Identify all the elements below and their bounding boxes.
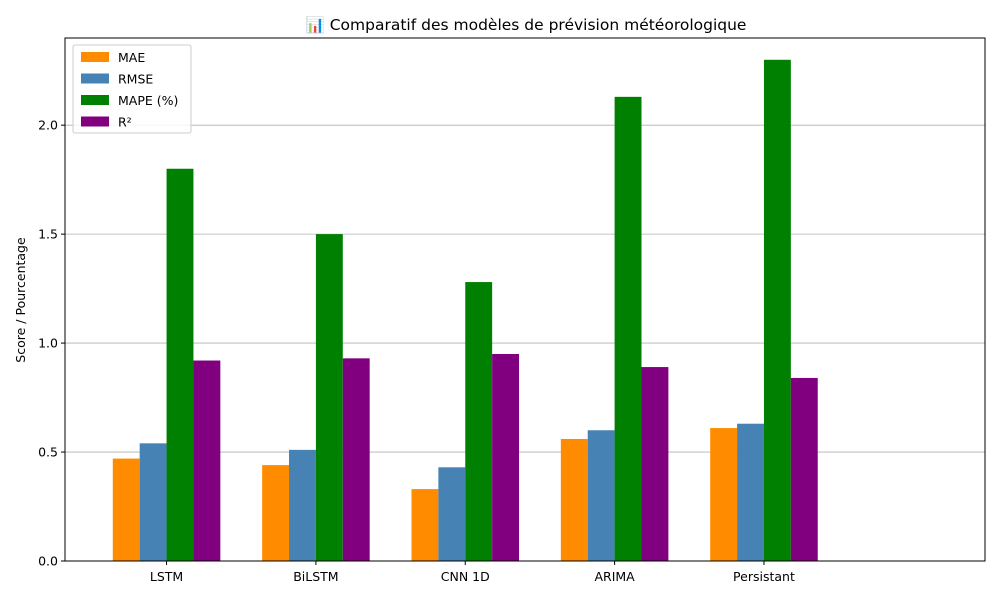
bar-mape-arima — [614, 96, 642, 562]
bar-mape-cnn-1d — [465, 282, 493, 561]
x-tick-label: Persistant — [733, 569, 795, 584]
y-tick-label: 0.5 — [38, 445, 58, 460]
bar-mae-lstm — [112, 458, 140, 561]
bar-r-cnn-1d — [492, 353, 520, 561]
legend-swatch — [81, 116, 109, 127]
bar-rmse-arima — [587, 430, 615, 561]
y-axis-label: Score / Pourcentage — [13, 237, 28, 363]
bar-mape-bilstm — [315, 234, 343, 561]
legend-label: R² — [118, 115, 132, 130]
x-axis-ticks: LSTM BiLSTM CNN 1D ARIMA Persistant — [150, 561, 795, 584]
bars — [112, 59, 818, 562]
legend-swatch — [81, 73, 109, 84]
x-tick-label: ARIMA — [594, 569, 635, 584]
bar-rmse-lstm — [139, 443, 167, 561]
x-tick-label: LSTM — [150, 569, 183, 584]
x-tick-label: CNN 1D — [441, 569, 490, 584]
bar-rmse-bilstm — [289, 449, 316, 561]
y-tick-label: 1.5 — [38, 227, 58, 242]
legend-frame — [72, 44, 192, 134]
bar-rmse-persistant — [737, 423, 764, 561]
bar-mae-persistant — [710, 428, 738, 561]
bar-mape-lstm — [166, 168, 194, 561]
chart-title: 📊 Comparatif des modèles de prévision mé… — [306, 15, 747, 34]
y-axis-ticks: 0.0 0.5 1.0 1.5 2.0 — [38, 118, 65, 569]
bar-r-persistant — [790, 377, 818, 561]
legend-label: RMSE — [118, 72, 153, 87]
bar-mae-bilstm — [262, 465, 290, 561]
gridlines — [65, 124, 985, 453]
y-tick-label: 1.0 — [38, 336, 58, 351]
bar-rmse-cnn-1d — [438, 467, 466, 561]
y-tick-label: 0.0 — [38, 554, 58, 569]
bar-r-lstm — [193, 360, 221, 561]
y-tick-label: 2.0 — [38, 118, 58, 133]
legend-swatch — [81, 52, 109, 62]
plot-frame — [64, 37, 986, 562]
bar-r-arima — [641, 367, 669, 561]
bar-r-bilstm — [342, 358, 370, 561]
legend-swatch — [81, 95, 109, 105]
legend-label: MAPE (%) — [118, 93, 178, 108]
bar-mae-arima — [560, 438, 588, 561]
legend-label: MAE — [118, 50, 145, 65]
bar-mape-persistant — [763, 59, 791, 562]
bar-mae-cnn-1d — [411, 489, 439, 561]
legend: MAE RMSE MAPE (%) R² — [72, 44, 192, 134]
x-tick-label: BiLSTM — [293, 569, 338, 584]
